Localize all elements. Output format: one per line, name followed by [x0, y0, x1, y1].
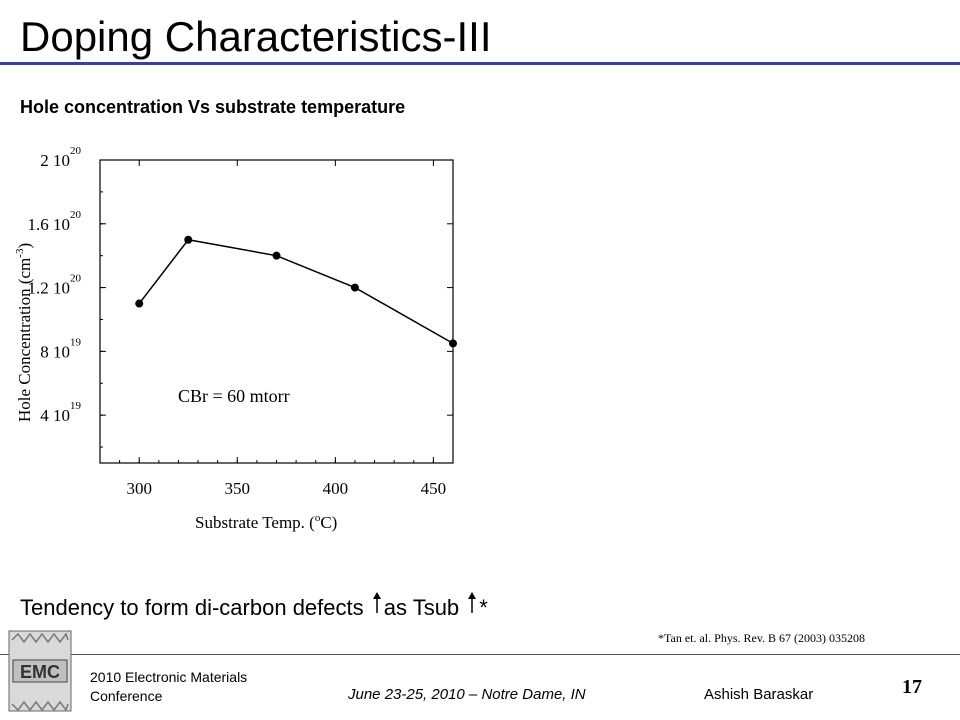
hole-concentration-chart: 300 350 400 450 2 10 201.6 10 201.2 10 208 10 1… [14, 145, 457, 532]
tendency-prefix: Tendency to form di-carbon defects [20, 595, 364, 620]
y-tick-label: 8 10 [40, 342, 70, 361]
y-tick-exponent: 20 [70, 209, 82, 221]
series-line [138, 238, 454, 345]
tendency-statement: Tendency to form di-carbon defects as Ts… [20, 591, 488, 621]
up-arrow-icon [467, 591, 477, 621]
slide-title: Doping Characteristics-III [20, 13, 492, 60]
y-tick-exponent: 20 [70, 273, 82, 285]
x-tick-label: 450 [421, 479, 447, 498]
slide-subtitle: Hole concentration Vs substrate temperat… [20, 97, 406, 117]
y-tick-label: 1.2 10 [28, 279, 71, 298]
footer-divider [0, 654, 960, 655]
conference-line1: 2010 Electronic Materials [90, 669, 248, 685]
plot-frame [99, 159, 454, 464]
y-axis-label: Hole Concentration (cm-3) [14, 243, 34, 422]
x-axis-degree: o [315, 512, 321, 524]
x-tick-label: 400 [323, 479, 349, 498]
conference-line2: Conference [90, 688, 163, 704]
data-point [135, 299, 144, 308]
y-tick-label: 4 10 [40, 406, 70, 425]
x-axis-label-text: Substrate Temp. ( [195, 513, 315, 532]
y-tick-exponent: 20 [70, 145, 82, 157]
data-point [272, 251, 281, 260]
up-arrow-icon [372, 591, 382, 621]
chart-annotation: CBr = 60 mtorr [178, 386, 290, 406]
title-divider [0, 62, 960, 65]
x-tick-label: 300 [126, 479, 152, 498]
y-tick-exponent: 19 [70, 336, 82, 348]
tendency-middle: as Tsub [383, 595, 460, 620]
logo-text: EMC [20, 662, 60, 682]
page-number: 17 [902, 676, 922, 698]
x-axis-label: Substrate Temp. (oC) [195, 512, 337, 532]
x-tick-label: 350 [225, 479, 251, 498]
emc-logo: EMC [8, 630, 72, 712]
author-name: Ashish Baraskar [704, 686, 814, 703]
conference-name: 2010 Electronic Materials Conference [90, 668, 247, 706]
y-tick-label: 1.6 10 [28, 215, 71, 234]
conference-dates: June 23-25, 2010 – Notre Dame, IN [348, 686, 586, 703]
reference-citation: *Tan et. al. Phys. Rev. B 67 (2003) 0352… [658, 631, 866, 645]
data-point [184, 235, 193, 244]
data-point [350, 283, 359, 292]
data-point [449, 339, 457, 348]
y-tick-exponent: 19 [70, 400, 82, 412]
y-tick-label: 2 10 [40, 151, 70, 170]
tendency-suffix: * [479, 595, 488, 620]
